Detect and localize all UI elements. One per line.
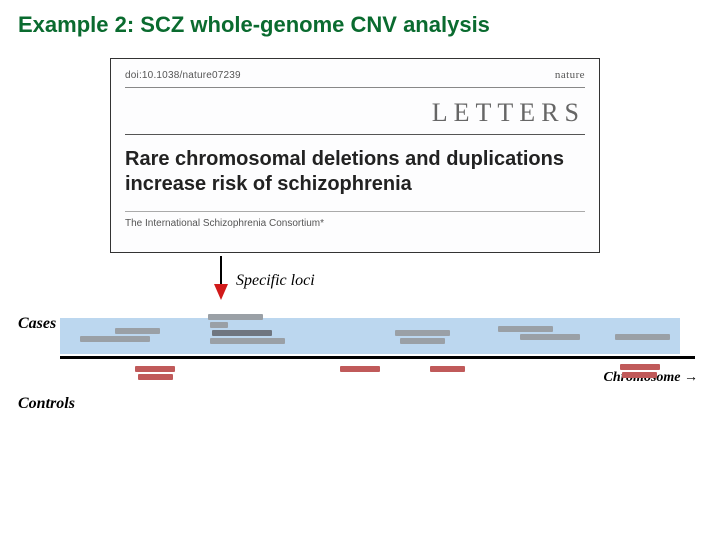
paper-meta-row: doi:10.1038/nature07239 nature — [125, 69, 585, 85]
arrow-down-icon — [212, 256, 230, 300]
case-segment — [498, 326, 553, 332]
case-segment — [520, 334, 580, 340]
paper-headline: Rare chromosomal deletions and duplicati… — [125, 147, 585, 197]
case-segment — [212, 330, 272, 336]
case-segment — [395, 330, 450, 336]
paper-author: The International Schizophrenia Consorti… — [125, 211, 585, 229]
control-segment — [138, 374, 173, 380]
paper-excerpt: doi:10.1038/nature07239 nature LETTERS R… — [110, 58, 600, 253]
case-segment — [400, 338, 445, 344]
paper-doi: doi:10.1038/nature07239 — [125, 70, 241, 81]
divider — [125, 87, 585, 88]
case-segment — [80, 336, 150, 342]
case-segment — [208, 314, 263, 320]
case-segment — [210, 322, 228, 328]
divider — [125, 134, 585, 135]
paper-section-heading: LETTERS — [125, 94, 585, 134]
control-segment — [340, 366, 380, 372]
control-segment — [135, 366, 175, 372]
slide-title: Example 2: SCZ whole-genome CNV analysis — [18, 12, 490, 38]
chromosome-axis — [60, 356, 695, 359]
paper-journal: nature — [555, 69, 585, 81]
case-segment — [115, 328, 160, 334]
arrow-label: Specific loci — [236, 272, 315, 290]
control-segment — [430, 366, 465, 372]
case-segment — [210, 338, 285, 344]
locus-arrow: Specific loci — [212, 256, 315, 300]
control-segment — [620, 364, 660, 370]
control-segment — [622, 372, 657, 378]
cases-band — [60, 318, 680, 354]
cases-label: Cases — [18, 315, 56, 333]
cnv-diagram — [60, 300, 700, 400]
case-segment — [615, 334, 670, 340]
